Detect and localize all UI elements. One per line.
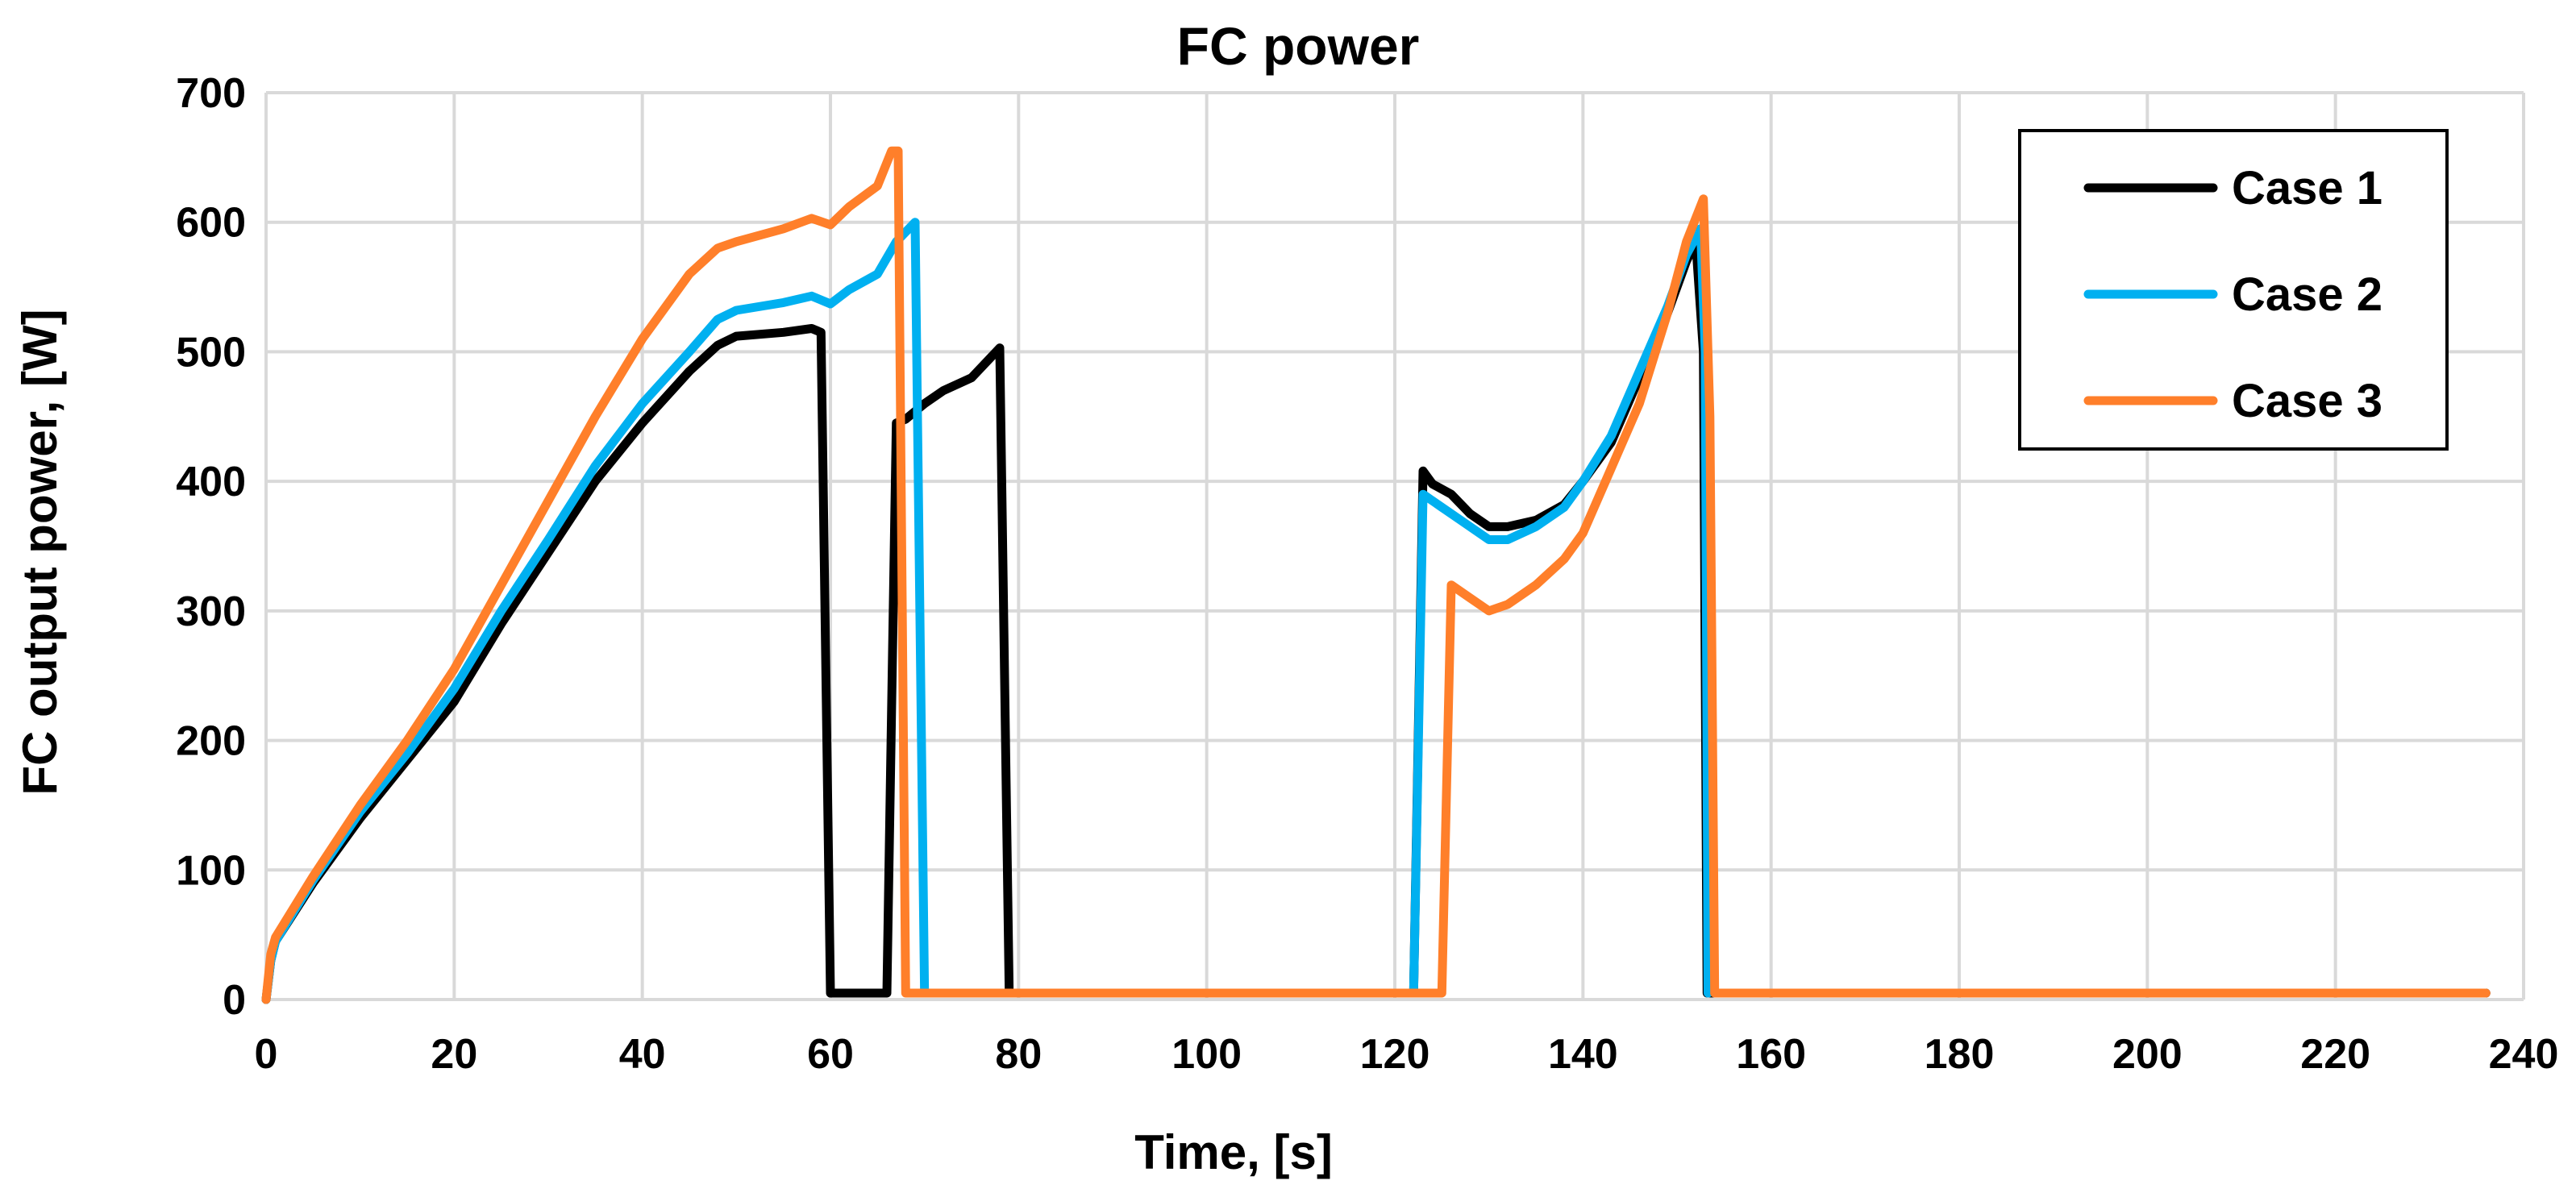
y-tick-label: 400: [176, 459, 246, 505]
x-tick-label: 60: [807, 1031, 854, 1078]
x-tick-label: 40: [619, 1031, 666, 1078]
tick-labels: 0 20 40 60 80 100 120 140 160 180 200 220 240 0 100 200…: [176, 70, 2558, 1078]
x-tick-label: 200: [2112, 1031, 2183, 1078]
series-line-case-3: [261, 146, 2491, 1004]
legend-items: Case 1 Case 2 Case 3: [2083, 162, 2382, 427]
series-lines: [261, 146, 2491, 1004]
legend-label: Case 2: [2232, 268, 2382, 321]
y-tick-label: 200: [176, 718, 246, 765]
chart-title: FC power: [1177, 16, 1420, 76]
x-axis-title: Time, [s]: [1134, 1125, 1333, 1179]
x-tick-label: 140: [1548, 1031, 1618, 1078]
y-tick-label: 0: [223, 977, 246, 1024]
x-tick-label: 80: [995, 1031, 1042, 1078]
x-tick-label: 220: [2300, 1031, 2370, 1078]
x-tick-label: 160: [1736, 1031, 1806, 1078]
y-tick-label: 300: [176, 588, 246, 635]
x-tick-label: 100: [1171, 1031, 1242, 1078]
x-tick-label: 240: [2489, 1031, 2559, 1078]
y-tick-label: 600: [176, 200, 246, 247]
x-tick-label: 0: [255, 1031, 278, 1078]
legend-label: Case 1: [2232, 162, 2382, 214]
y-tick-label: 100: [176, 847, 246, 894]
x-tick-label: 20: [431, 1031, 477, 1078]
legend-label: Case 3: [2232, 375, 2382, 427]
y-tick-label: 500: [176, 329, 246, 376]
y-tick-label: 700: [176, 70, 246, 117]
x-tick-label: 120: [1360, 1031, 1430, 1078]
y-axis-title: FC output power, [W]: [13, 309, 67, 795]
legend: Case 1 Case 2 Case 3: [2018, 129, 2449, 451]
x-tick-label: 180: [1925, 1031, 1995, 1078]
